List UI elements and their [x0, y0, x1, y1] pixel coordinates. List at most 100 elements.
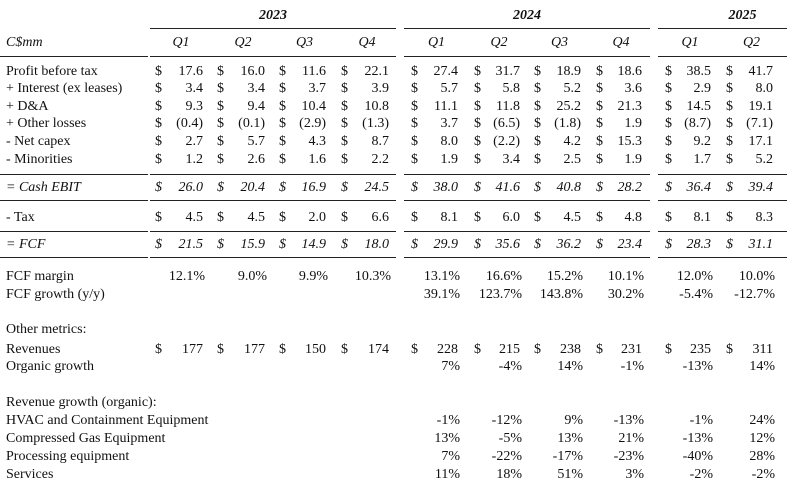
currency-symbol: $ — [217, 116, 224, 131]
currency-symbol: $ — [411, 237, 418, 252]
currency-symbol: $ — [279, 116, 286, 131]
currency-symbol: $ — [279, 152, 286, 167]
currency-symbol: $ — [155, 64, 162, 79]
currency-symbol: $ — [155, 116, 162, 131]
rule — [658, 28, 787, 29]
rule — [658, 174, 787, 175]
cell-value: 14% — [749, 359, 775, 374]
cell-value: 15.2% — [546, 269, 583, 284]
cell-value: -17% — [552, 449, 583, 464]
currency-symbol: $ — [726, 134, 733, 149]
row-label: = FCF — [6, 237, 46, 252]
cell-value: 6.6 — [371, 210, 390, 225]
cell-value: 16.9 — [301, 180, 327, 195]
rule — [0, 174, 148, 175]
cell-value: 9.9% — [298, 269, 328, 284]
currency-symbol: $ — [217, 99, 224, 114]
currency-symbol: $ — [341, 81, 348, 96]
cell-value: 25.2 — [556, 99, 582, 114]
cell-value: 26.0 — [178, 180, 204, 195]
currency-symbol: $ — [534, 152, 541, 167]
currency-symbol: $ — [474, 210, 481, 225]
cell-value: 24% — [749, 413, 775, 428]
cell-value: 18.9 — [556, 64, 582, 79]
cell-value: (2.9) — [299, 116, 326, 131]
currency-symbol: $ — [217, 180, 224, 195]
currency-symbol: $ — [665, 99, 672, 114]
cell-value: 18.0 — [364, 237, 390, 252]
cell-value: -22% — [491, 449, 522, 464]
cell-value: 3% — [625, 467, 644, 482]
currency-symbol: $ — [596, 210, 603, 225]
currency-symbol: $ — [279, 237, 286, 252]
cell-value: 1.7 — [693, 152, 712, 167]
rule — [658, 257, 787, 258]
cell-value: -13% — [613, 413, 644, 428]
rule — [150, 56, 396, 57]
row-label: Other metrics: — [6, 322, 87, 337]
currency-symbol: $ — [341, 180, 348, 195]
currency-symbol: $ — [155, 134, 162, 149]
rule — [150, 200, 396, 201]
quarter-label: Q4 — [358, 35, 376, 50]
cell-value: 4.5 — [185, 210, 204, 225]
currency-symbol: $ — [411, 99, 418, 114]
cell-value: (1.8) — [554, 116, 581, 131]
rule — [658, 56, 787, 57]
cell-value: 20.4 — [240, 180, 266, 195]
cell-value: 41.7 — [748, 64, 774, 79]
cell-value: 13% — [557, 431, 583, 446]
cell-value: (8.7) — [684, 116, 711, 131]
cell-value: -12.7% — [734, 287, 775, 302]
currency-symbol: $ — [341, 237, 348, 252]
currency-symbol: $ — [596, 64, 603, 79]
cell-value: 11.1 — [434, 99, 458, 114]
cell-value: 29.9 — [433, 237, 459, 252]
quarter-label: Q2 — [742, 35, 761, 50]
currency-symbol: $ — [534, 116, 541, 131]
currency-symbol: $ — [534, 99, 541, 114]
cell-value: 28.3 — [686, 237, 712, 252]
cell-value: 21% — [618, 431, 644, 446]
cell-value: 143.8% — [539, 287, 583, 302]
cell-value: 13% — [434, 431, 460, 446]
currency-symbol: $ — [279, 64, 286, 79]
cell-value: 5.8 — [502, 81, 521, 96]
cell-value: 41.6 — [495, 180, 521, 195]
cell-value: 2.9 — [693, 81, 712, 96]
rule — [404, 174, 650, 175]
currency-symbol: $ — [534, 81, 541, 96]
currency-symbol: $ — [155, 152, 162, 167]
cell-value: 9.3 — [185, 99, 204, 114]
row-label: Organic growth — [6, 359, 94, 374]
cell-value: 23.4 — [617, 237, 643, 252]
cell-value: 3.4 — [247, 81, 266, 96]
currency-symbol: $ — [279, 342, 286, 357]
currency-symbol: $ — [534, 210, 541, 225]
currency-symbol: $ — [341, 64, 348, 79]
cell-value: -40% — [682, 449, 713, 464]
row-label: Revenues — [6, 342, 61, 357]
currency-symbol: $ — [474, 134, 481, 149]
currency-symbol: $ — [279, 99, 286, 114]
cell-value: 238 — [560, 342, 581, 357]
cell-value: 19.1 — [748, 99, 774, 114]
currency-symbol: $ — [341, 210, 348, 225]
rule — [150, 231, 396, 232]
currency-symbol: $ — [474, 237, 481, 252]
currency-symbol: $ — [279, 134, 286, 149]
cell-value: 10.0% — [738, 269, 775, 284]
cell-value: 150 — [305, 342, 326, 357]
currency-symbol: $ — [474, 342, 481, 357]
cell-value: 5.7 — [247, 134, 266, 149]
cell-value: 12.0% — [676, 269, 713, 284]
currency-symbol: $ — [155, 180, 162, 195]
cell-value: 10.4 — [301, 99, 327, 114]
rule — [150, 174, 396, 175]
cell-value: (1.3) — [362, 116, 389, 131]
currency-symbol: $ — [726, 64, 733, 79]
rule — [0, 56, 148, 57]
cell-value: 4.3 — [308, 134, 327, 149]
row-label: + Other losses — [6, 116, 87, 131]
currency-symbol: $ — [411, 116, 418, 131]
